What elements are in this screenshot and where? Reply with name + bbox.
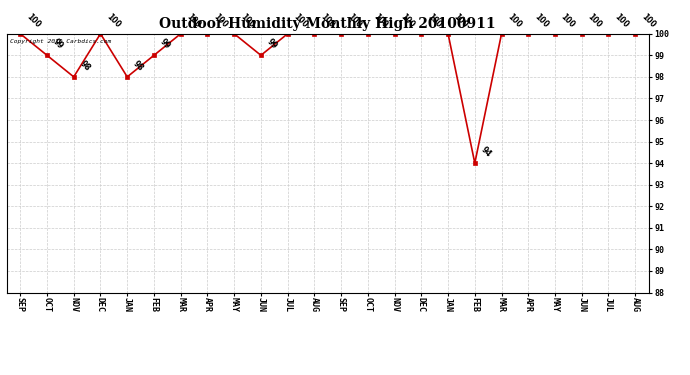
Text: 100: 100 [613,12,630,30]
Text: 100: 100 [24,12,42,30]
Text: Copyright 2010 Carbdics.com: Copyright 2010 Carbdics.com [10,39,111,44]
Text: 100: 100 [506,12,523,30]
Text: 100: 100 [212,12,229,30]
Text: 100: 100 [372,12,390,30]
Text: 99: 99 [158,38,172,51]
Text: 100: 100 [292,12,309,30]
Text: 94: 94 [479,145,493,159]
Text: 98: 98 [78,59,92,73]
Text: 100: 100 [640,12,657,30]
Text: 100: 100 [238,12,256,30]
Text: 100: 100 [319,12,336,30]
Text: 100: 100 [533,12,550,30]
Text: 100: 100 [426,12,443,30]
Text: 100: 100 [586,12,604,30]
Text: 100: 100 [185,12,202,30]
Title: Outdoor Humidity Monthly High 20100911: Outdoor Humidity Monthly High 20100911 [159,17,496,31]
Text: 99: 99 [265,38,279,51]
Text: 99: 99 [51,38,65,51]
Text: 100: 100 [105,12,122,30]
Text: 100: 100 [452,12,470,30]
Text: 100: 100 [345,12,363,30]
Text: 98: 98 [131,59,146,73]
Text: 100: 100 [399,12,416,30]
Text: 100: 100 [559,12,577,30]
